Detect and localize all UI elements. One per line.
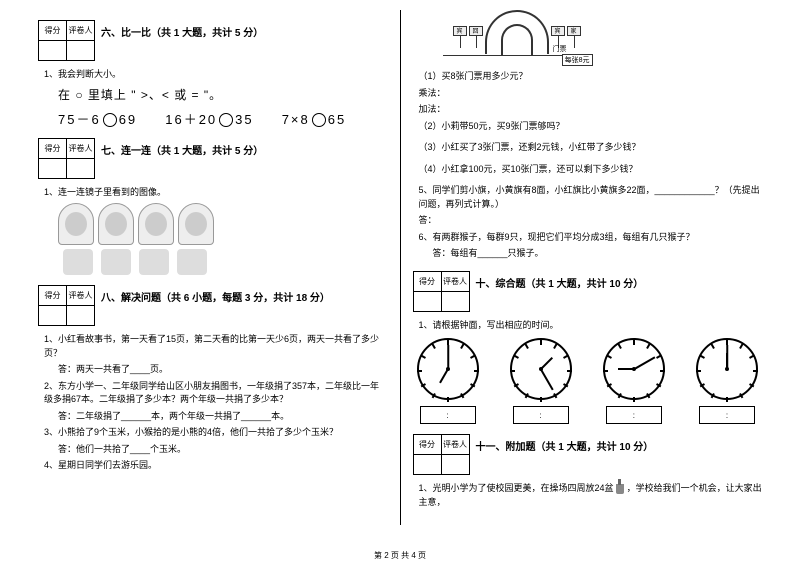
math-f: 65 bbox=[328, 112, 346, 127]
rq6a: 答：每组有______只猴子。 bbox=[433, 247, 763, 261]
rq6: 6、有两群猴子，每群9只，现把它们平均分成3组，每组有几只猴子？ bbox=[419, 231, 763, 245]
clock-4 bbox=[696, 338, 758, 400]
score-box-11: 得分评卷人 bbox=[413, 434, 470, 475]
r2: （2）小莉带50元，买9张门票够吗？ bbox=[419, 120, 763, 134]
door-label: 门票 bbox=[553, 44, 567, 54]
math-c: 16＋20 bbox=[165, 112, 217, 127]
clock-4-min bbox=[726, 345, 728, 369]
section-11-header: 得分评卷人 十一、附加题（共 1 大题，共计 10 分） bbox=[413, 430, 763, 479]
clock-2-min bbox=[540, 369, 553, 391]
r1a: 乘法： bbox=[419, 87, 763, 101]
section-8-header: 得分评卷人 八、解决问题（共 6 小题，每题 3 分，共计 18 分） bbox=[38, 281, 388, 330]
blank-circle-2 bbox=[219, 113, 233, 127]
blank-circle-1 bbox=[103, 113, 117, 127]
right-column: 宾 回 宾 家 门票 每张8元 （1）买8张门票用多少元？ 乘法： 加法： （2… bbox=[405, 10, 771, 525]
page-footer: 第 2 页 共 4 页 bbox=[0, 550, 800, 561]
q8-1a: 答：两天一共看了____页。 bbox=[58, 363, 388, 377]
figure-3 bbox=[139, 249, 169, 275]
sign-r1: 宾 bbox=[551, 26, 565, 36]
q8-2a: 答：二年级捐了______本，两个年级一共捐了______本。 bbox=[58, 410, 388, 424]
sign-r2: 家 bbox=[567, 26, 581, 36]
mirror-row bbox=[58, 203, 388, 245]
time-box-3: : bbox=[606, 406, 662, 424]
rq5a: 答： bbox=[419, 214, 763, 228]
mirror-4 bbox=[178, 203, 214, 245]
section-7-header: 得分评卷人 七、连一连（共 1 大题，共计 5 分） bbox=[38, 134, 388, 183]
clock-1-wrap: : bbox=[417, 338, 479, 424]
math-b: 69 bbox=[119, 112, 137, 127]
clock-1-hour bbox=[439, 369, 449, 384]
score-box-10: 得分评卷人 bbox=[413, 271, 470, 312]
q6-1: 1、我会判断大小。 bbox=[44, 68, 388, 82]
q8-4: 4、星期日同学们去游乐园。 bbox=[44, 459, 388, 473]
time-box-4: : bbox=[699, 406, 755, 424]
section-6-header: 得分评卷人 六、比一比（共 1 大题，共计 5 分） bbox=[38, 16, 388, 65]
figure-2 bbox=[101, 249, 131, 275]
rq5: 5、同学们剪小旗，小黄旗有8面，小红旗比小黄旗多22面，____________… bbox=[419, 184, 763, 211]
section-10-header: 得分评卷人 十、综合题（共 1 大题，共计 10 分） bbox=[413, 267, 763, 316]
clocks-row: : : : bbox=[417, 338, 759, 424]
r1: （1）买8张门票用多少元？ bbox=[419, 70, 763, 84]
clock-2-hour bbox=[540, 357, 553, 370]
score-label: 得分 bbox=[39, 21, 67, 41]
sign-l2: 回 bbox=[469, 26, 483, 36]
section-6-title: 六、比一比（共 1 大题，共计 5 分） bbox=[101, 24, 263, 39]
clock-2 bbox=[510, 338, 572, 400]
time-box-1: : bbox=[420, 406, 476, 424]
pot-icon bbox=[616, 484, 624, 494]
clock-3 bbox=[603, 338, 665, 400]
r3: （3）小红买了3张门票，还剩2元钱，小红带了多少钱？ bbox=[419, 141, 763, 155]
blank-circle-3 bbox=[312, 113, 326, 127]
figure-4 bbox=[177, 249, 207, 275]
q11-1: 1、光明小学为了使校园更美，在操场四周放24盆 ，学校给我们一个机会，让大家出主… bbox=[419, 482, 763, 509]
clock-1 bbox=[417, 338, 479, 400]
q10-1: 1、请根据钟面，写出相应的时间。 bbox=[419, 319, 763, 333]
time-box-2: : bbox=[513, 406, 569, 424]
r4: （4）小红拿100元，买10张门票，还可以剩下多少钱？ bbox=[419, 163, 763, 177]
section-8-title: 八、解决问题（共 6 小题，每题 3 分，共计 18 分） bbox=[101, 289, 330, 304]
reviewer-label: 评卷人 bbox=[67, 21, 95, 41]
mirror-2 bbox=[98, 203, 134, 245]
left-column: 得分评卷人 六、比一比（共 1 大题，共计 5 分） 1、我会判断大小。 在 ○… bbox=[30, 10, 396, 525]
score-box-6: 得分评卷人 bbox=[38, 20, 95, 61]
score-box-7: 得分评卷人 bbox=[38, 138, 95, 179]
q8-1: 1、小红看故事书，第一天看了15页，第二天看的比第一天少6页，两天一共看了多少页… bbox=[44, 333, 388, 360]
page-container: 得分评卷人 六、比一比（共 1 大题，共计 5 分） 1、我会判断大小。 在 ○… bbox=[0, 0, 800, 545]
math-d: 35 bbox=[235, 112, 253, 127]
figure-row bbox=[63, 249, 388, 275]
mirror-3 bbox=[138, 203, 174, 245]
sign-l1: 宾 bbox=[453, 26, 467, 36]
r1b: 加法： bbox=[419, 103, 763, 117]
q7-1: 1、连一连镜子里看到的图像。 bbox=[44, 186, 388, 200]
q8-2: 2、东方小学一、二年级同学给山区小朋友捐图书，一年级捐了357本，二年级比一年级… bbox=[44, 380, 388, 407]
score-box-8: 得分评卷人 bbox=[38, 285, 95, 326]
clock-3-wrap: : bbox=[603, 338, 665, 424]
clock-4-wrap: : bbox=[696, 338, 758, 424]
q6-instruct: 在 ○ 里填上 " >、< 或 = "。 bbox=[58, 86, 368, 103]
figure-1 bbox=[63, 249, 93, 275]
math-a: 75－6 bbox=[58, 112, 101, 127]
q8-3: 3、小熊拾了9个玉米，小猴拾的是小熊的4倍，他们一共拾了多少个玉米？ bbox=[44, 426, 388, 440]
q8-3a: 答：他们一共拾了____个玉米。 bbox=[58, 443, 388, 457]
mirror-1 bbox=[58, 203, 94, 245]
clock-3-hour bbox=[618, 368, 634, 370]
section-11-title: 十一、附加题（共 1 大题，共计 10 分） bbox=[476, 438, 654, 453]
arch-diagram: 宾 回 宾 家 门票 每张8元 bbox=[443, 10, 593, 66]
section-10-title: 十、综合题（共 1 大题，共计 10 分） bbox=[476, 275, 644, 290]
clock-3-min bbox=[633, 356, 655, 369]
section-7-title: 七、连一连（共 1 大题，共计 5 分） bbox=[101, 142, 263, 157]
ticket-label: 每张8元 bbox=[562, 54, 593, 66]
column-divider bbox=[400, 10, 401, 525]
clock-2-wrap: : bbox=[510, 338, 572, 424]
clock-1-min bbox=[447, 345, 449, 369]
math-e: 7×8 bbox=[282, 112, 310, 127]
q6-math: 75－6 69 16＋20 35 7×8 65 bbox=[58, 109, 368, 128]
